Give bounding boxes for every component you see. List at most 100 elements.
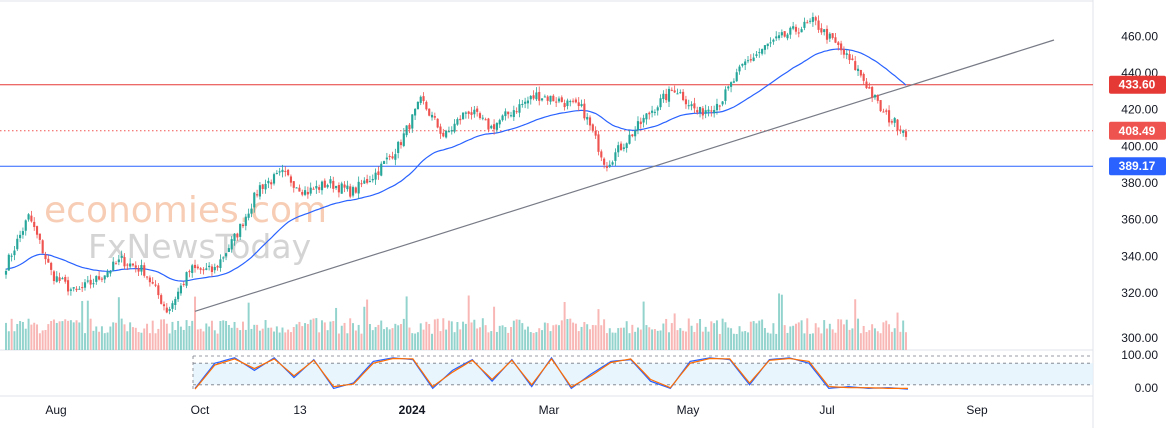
candle[interactable]	[687, 99, 690, 110]
candle[interactable]	[196, 264, 199, 270]
candle[interactable]	[566, 98, 569, 110]
candle[interactable]	[287, 168, 290, 177]
candle[interactable]	[258, 182, 261, 200]
candle[interactable]	[382, 160, 386, 165]
price-axis-area[interactable]	[1093, 0, 1170, 428]
candle[interactable]	[354, 186, 357, 194]
candle[interactable]	[459, 115, 462, 125]
moving-average-line[interactable]	[5, 48, 907, 282]
candle[interactable]	[724, 86, 727, 105]
candle[interactable]	[882, 108, 885, 113]
candle[interactable]	[532, 90, 535, 101]
candle[interactable]	[67, 276, 70, 296]
candle[interactable]	[749, 54, 752, 63]
candle[interactable]	[594, 126, 597, 139]
candle[interactable]	[512, 105, 515, 121]
candle[interactable]	[165, 303, 168, 314]
candle[interactable]	[845, 49, 848, 60]
candle[interactable]	[653, 109, 656, 116]
candle[interactable]	[439, 123, 442, 139]
candle[interactable]	[143, 262, 146, 278]
oscillator-line-d[interactable]	[194, 357, 908, 390]
candle[interactable]	[865, 77, 868, 89]
candle[interactable]	[515, 107, 518, 114]
candle[interactable]	[721, 100, 724, 107]
candle[interactable]	[761, 48, 764, 56]
candle[interactable]	[236, 232, 239, 241]
candle[interactable]	[746, 56, 750, 64]
candle[interactable]	[433, 112, 436, 121]
candle[interactable]	[44, 251, 47, 265]
candle[interactable]	[645, 113, 648, 125]
candle[interactable]	[160, 293, 163, 305]
candle[interactable]	[230, 236, 233, 253]
candle[interactable]	[301, 189, 304, 197]
candle[interactable]	[174, 296, 177, 311]
candle[interactable]	[453, 119, 456, 134]
candle[interactable]	[309, 182, 312, 196]
candle[interactable]	[154, 280, 157, 288]
candle[interactable]	[800, 26, 803, 33]
candle[interactable]	[216, 264, 219, 271]
candle[interactable]	[766, 43, 769, 50]
candle[interactable]	[103, 275, 106, 284]
candle[interactable]	[888, 105, 891, 127]
candle[interactable]	[820, 23, 823, 35]
candle[interactable]	[526, 96, 530, 109]
candle[interactable]	[509, 111, 513, 118]
candle[interactable]	[50, 261, 53, 276]
candle[interactable]	[642, 114, 645, 128]
candle[interactable]	[495, 122, 498, 133]
candle[interactable]	[490, 124, 493, 130]
candle[interactable]	[233, 233, 236, 246]
candle[interactable]	[617, 141, 620, 157]
candle[interactable]	[868, 82, 871, 89]
candle[interactable]	[543, 94, 546, 98]
candle[interactable]	[445, 129, 448, 139]
candle[interactable]	[303, 186, 307, 197]
candle[interactable]	[772, 38, 775, 45]
candle[interactable]	[360, 179, 363, 188]
candle[interactable]	[374, 168, 377, 185]
candle[interactable]	[659, 94, 662, 110]
price-badge-389.17[interactable]: 389.17	[1109, 157, 1166, 176]
candle[interactable]	[535, 87, 538, 101]
candle[interactable]	[272, 172, 276, 186]
candle[interactable]	[326, 183, 329, 189]
candle[interactable]	[718, 104, 721, 111]
candle[interactable]	[430, 111, 434, 121]
candle[interactable]	[168, 306, 171, 315]
candle[interactable]	[885, 108, 888, 115]
candle[interactable]	[727, 85, 730, 91]
candle[interactable]	[191, 263, 194, 278]
candle[interactable]	[859, 69, 862, 78]
candle[interactable]	[312, 186, 315, 190]
candle[interactable]	[476, 105, 479, 117]
candle[interactable]	[625, 142, 628, 153]
candle[interactable]	[464, 111, 467, 119]
candle[interactable]	[682, 89, 685, 102]
candle[interactable]	[752, 53, 755, 62]
candle[interactable]	[199, 267, 202, 274]
candle[interactable]	[450, 126, 453, 135]
candle[interactable]	[351, 185, 355, 198]
candle[interactable]	[72, 287, 75, 292]
candle[interactable]	[890, 119, 893, 125]
candle[interactable]	[416, 101, 419, 110]
candle[interactable]	[639, 117, 642, 129]
candle[interactable]	[707, 106, 710, 117]
candle[interactable]	[289, 174, 293, 187]
candle[interactable]	[86, 275, 89, 284]
candle[interactable]	[75, 286, 78, 293]
candle[interactable]	[651, 105, 654, 118]
candle[interactable]	[540, 97, 544, 102]
candle[interactable]	[693, 97, 696, 114]
candle[interactable]	[179, 283, 182, 296]
candle[interactable]	[123, 253, 126, 270]
candle[interactable]	[13, 246, 16, 261]
candle[interactable]	[588, 115, 592, 131]
candle[interactable]	[388, 154, 391, 161]
candle[interactable]	[755, 50, 758, 58]
candle[interactable]	[185, 271, 188, 289]
candle[interactable]	[667, 86, 671, 107]
